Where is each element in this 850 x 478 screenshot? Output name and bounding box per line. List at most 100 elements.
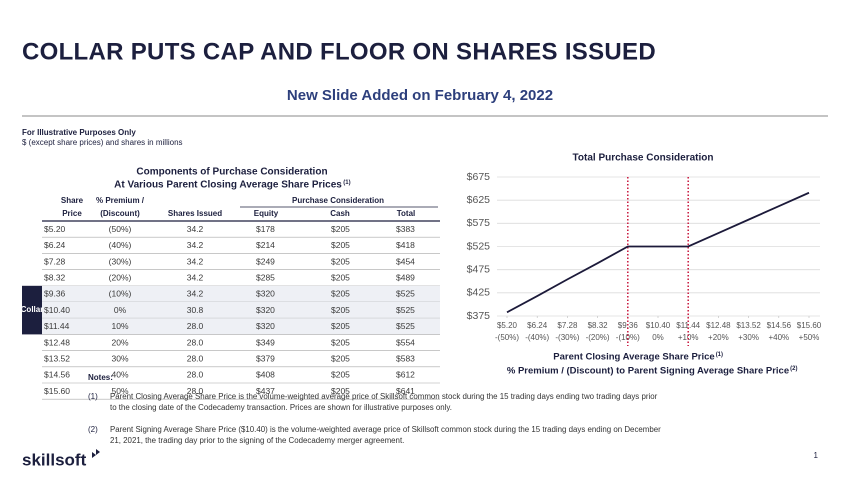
table-cell: 34.2 — [187, 256, 204, 266]
notes-heading: Notes: — [88, 373, 113, 382]
table-cell: $249 — [256, 256, 275, 266]
table-cell: $178 — [256, 224, 275, 234]
table-cell: 34.2 — [187, 289, 204, 299]
table-cell: $15.60 — [44, 386, 70, 396]
table-cell: $5.20 — [44, 224, 66, 234]
table-cell: $214 — [256, 240, 275, 250]
table-cell: (10%) — [109, 289, 132, 299]
column-header: (Discount) — [100, 209, 140, 218]
x-tick-label: $13.52 — [736, 321, 761, 330]
table-cell: $612 — [396, 370, 415, 380]
y-tick-label: $475 — [467, 263, 491, 275]
table-cell: $10.40 — [44, 305, 70, 315]
table-cell: $9.36 — [44, 289, 66, 299]
x-tick-label: $7.28 — [557, 321, 578, 330]
table-cell: $205 — [331, 289, 350, 299]
table-cell: 28.0 — [187, 370, 204, 380]
table-cell: (50%) — [109, 224, 132, 234]
superscript: (2) — [790, 366, 797, 372]
collar-row — [42, 318, 440, 335]
x-tick-label: $11.44 — [676, 321, 700, 330]
x-tick-sublabel: -(50%) — [495, 333, 519, 342]
column-header: Price — [62, 209, 82, 218]
x-tick-sublabel: +40% — [768, 333, 789, 342]
table-cell: (20%) — [109, 272, 132, 282]
table-cell: $205 — [331, 240, 350, 250]
x-tick-label: $8.32 — [588, 321, 609, 330]
x-tick-sublabel: +30% — [738, 333, 759, 342]
table-cell: $285 — [256, 272, 275, 282]
table-cell: $641 — [396, 386, 415, 396]
logo: skillsoft — [22, 449, 100, 469]
superscript: (1) — [716, 352, 723, 358]
x-tick-label: $5.20 — [497, 321, 518, 330]
table-cell: $320 — [256, 289, 275, 299]
y-tick-label: $525 — [467, 240, 491, 252]
table-cell: 28.0 — [187, 386, 204, 396]
table-cell: $525 — [396, 321, 415, 331]
slide-title: COLLAR PUTS CAP AND FLOOR ON SHARES ISSU… — [22, 38, 656, 65]
collar-label: Collar — [21, 305, 44, 314]
table-cell: $320 — [256, 305, 275, 315]
x-tick-sublabel: -(40%) — [525, 333, 549, 342]
x-tick-sublabel: +50% — [799, 333, 820, 342]
note-marker: (2) — [88, 425, 98, 434]
x-tick-sublabel: -(20%) — [586, 333, 610, 342]
x-tick-label: $14.56 — [767, 321, 792, 330]
table-cell: $349 — [256, 337, 275, 347]
table-cell: 30.8 — [187, 305, 204, 315]
x-tick-label: $15.60 — [797, 321, 822, 330]
table-title: Components of Purchase Consideration — [136, 167, 327, 178]
table-cell: $6.24 — [44, 240, 66, 250]
column-header: % Premium / — [96, 196, 145, 205]
table-cell: $205 — [331, 321, 350, 331]
page-number: 1 — [814, 451, 819, 460]
data-line — [506, 191, 810, 314]
table-cell: $437 — [256, 386, 275, 396]
x-tick-label: $9.36 — [618, 321, 639, 330]
collar-row — [42, 285, 440, 302]
table-cell: $525 — [396, 305, 415, 315]
table-cell: $12.48 — [44, 337, 70, 347]
note-text: 21, 2021, the trading day prior to the s… — [110, 436, 404, 445]
table-cell: $525 — [396, 289, 415, 299]
group-header: Purchase Consideration — [292, 196, 384, 205]
table-cell: (30%) — [109, 256, 132, 266]
table-cell: $408 — [256, 370, 275, 380]
table-cell: $8.32 — [44, 272, 66, 282]
table-cell: $11.44 — [44, 321, 70, 331]
table-cell: $205 — [331, 370, 350, 380]
note-text: Parent Closing Average Share Price is th… — [110, 392, 658, 401]
table-cell: $489 — [396, 272, 415, 282]
column-header: Total — [397, 209, 416, 218]
table-cell: $205 — [331, 337, 350, 347]
x-tick-sublabel: +10% — [678, 333, 699, 342]
table-cell: $383 — [396, 224, 415, 234]
x-tick-label: $10.40 — [646, 321, 671, 330]
table-cell: 28.0 — [187, 337, 204, 347]
x-axis-title: % Premium / (Discount) to Parent Signing… — [507, 366, 789, 377]
table-cell: 30% — [111, 353, 128, 363]
x-tick-sublabel: -(30%) — [555, 333, 579, 342]
y-tick-label: $425 — [467, 287, 491, 299]
superscript: (1) — [343, 180, 350, 186]
y-tick-label: $375 — [467, 310, 491, 322]
table-cell: $320 — [256, 321, 275, 331]
table-cell: $205 — [331, 386, 350, 396]
disclaimer: For Illustrative Purposes Only — [22, 128, 136, 137]
note-text: Parent Signing Average Share Price ($10.… — [110, 425, 661, 434]
disclaimer: $ (except share prices) and shares in mi… — [22, 138, 183, 147]
column-header: Cash — [330, 209, 350, 218]
note-text: to the closing date of the Codecademy tr… — [110, 403, 452, 412]
table-cell: 34.2 — [187, 240, 204, 250]
x-tick-sublabel: -(10%) — [616, 333, 640, 342]
column-header: Share — [61, 196, 84, 205]
logo-text: skillsoft — [22, 450, 87, 469]
collar-row — [42, 302, 440, 319]
table-cell: 28.0 — [187, 321, 204, 331]
table-cell: 50% — [111, 386, 128, 396]
table-cell: (40%) — [109, 240, 132, 250]
x-tick-label: $12.48 — [706, 321, 731, 330]
